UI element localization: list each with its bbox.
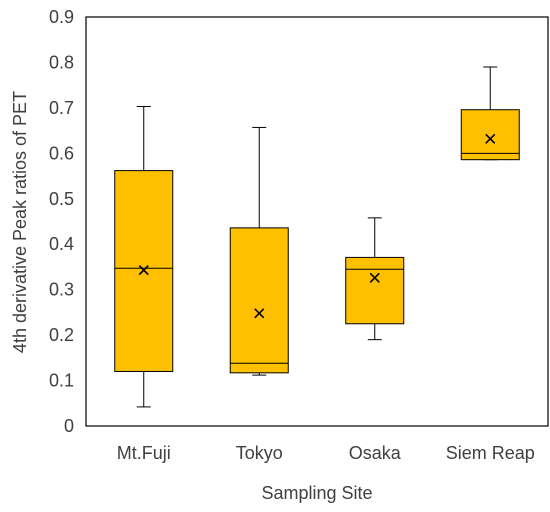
- y-tick-label: 0.5: [49, 189, 74, 209]
- y-tick-label: 0.4: [49, 234, 74, 254]
- mean-marker: [485, 133, 496, 144]
- iqr-box: [460, 109, 520, 161]
- mean-marker: [254, 308, 265, 319]
- x-tick-label: Siem Reap: [446, 443, 535, 463]
- boxes: [114, 66, 520, 408]
- iqr-box: [345, 256, 405, 325]
- x-tick-label: Tokyo: [236, 443, 283, 463]
- mean-marker: [138, 265, 149, 276]
- plot-area-frame: [85, 16, 549, 427]
- box-0: [114, 106, 174, 408]
- box-1: [229, 126, 289, 376]
- y-axis-title: 4th derivative Peak ratios of PET: [10, 91, 30, 353]
- y-tick-label: 0.1: [49, 371, 74, 391]
- x-tick-label: Osaka: [349, 443, 402, 463]
- y-tick-label: 0.2: [49, 325, 74, 345]
- x-tick-label: Mt.Fuji: [117, 443, 171, 463]
- y-tick-label: 0.9: [49, 7, 74, 27]
- y-axis-ticks: 0 0.1 0.2 0.3 0.4 0.5 0.6 0.7 0.8 0.9: [49, 7, 74, 436]
- box-3: [460, 66, 520, 161]
- box-2: [345, 217, 405, 341]
- x-axis-ticks: Mt.Fuji Tokyo Osaka Siem Reap: [117, 443, 535, 463]
- x-axis-title: Sampling Site: [261, 483, 372, 503]
- y-tick-label: 0.8: [49, 52, 74, 72]
- y-tick-label: 0.6: [49, 143, 74, 163]
- y-tick-label: 0: [64, 416, 74, 436]
- mean-marker: [369, 272, 380, 283]
- y-tick-label: 0.7: [49, 98, 74, 118]
- iqr-box: [229, 227, 289, 374]
- y-tick-label: 0.3: [49, 280, 74, 300]
